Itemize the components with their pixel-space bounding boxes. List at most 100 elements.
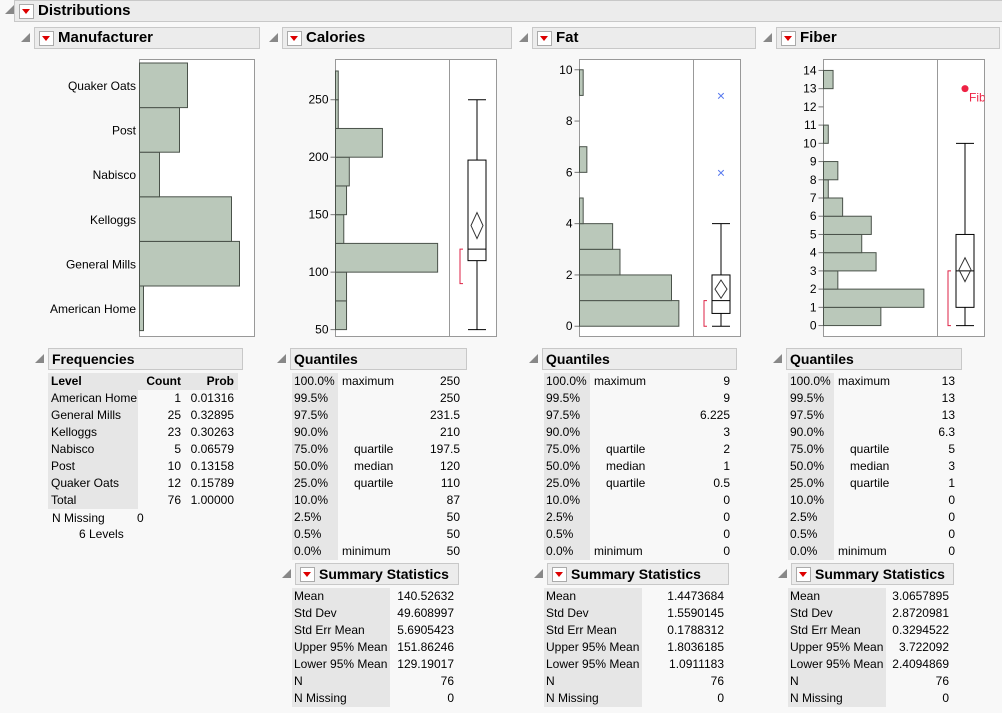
category-label: Nabisco — [93, 168, 137, 182]
table-row: 97.5% 231.5 — [292, 407, 464, 424]
quantile-value: 0 — [948, 510, 955, 524]
table-row: 90.0% 6.3 — [788, 424, 959, 441]
table-row: Quaker Oats 12 0.15789 — [48, 475, 238, 492]
fiber-quantiles-header-title: Quantiles — [790, 351, 854, 367]
bar-nabisco — [139, 151, 160, 198]
outlier-marker[interactable]: × — [717, 87, 725, 103]
quartile-box — [711, 274, 731, 314]
quantile-percent: 0.5% — [294, 527, 322, 541]
table-row: 0.5% 0 — [788, 526, 959, 543]
quantile-percent: 97.5% — [546, 408, 581, 422]
collapse-icon[interactable] — [778, 569, 787, 578]
table-row: Upper 95% Mean 1.8036185 — [544, 639, 728, 656]
table-row: 97.5% 13 — [788, 407, 959, 424]
collapse-icon[interactable] — [269, 33, 278, 42]
statistic-label: Std Dev — [294, 606, 337, 620]
quantile-value: 87 — [446, 493, 460, 507]
statistic-value: 0 — [942, 691, 949, 705]
bar-general-mills — [139, 240, 240, 287]
quantile-percent: 97.5% — [790, 408, 825, 422]
axis-tick-label: 7 — [810, 191, 817, 205]
calories-header-title: Calories — [306, 29, 366, 46]
quantile-value: 50 — [446, 510, 460, 524]
level-cell: Total — [51, 493, 77, 507]
fiber-summary-header: Summary Statistics — [791, 563, 954, 585]
quantile-percent: 25.0% — [294, 476, 329, 490]
quantile-value: 0 — [723, 527, 730, 541]
quantile-value: 13 — [941, 408, 955, 422]
table-row: 10.0% 0 — [788, 492, 959, 509]
histogram-bar — [823, 288, 925, 308]
axis-tick-label: 8 — [810, 173, 817, 187]
category-label: American Home — [50, 302, 136, 316]
quantile-value: 0 — [948, 527, 955, 541]
fat-summary-header: Summary Statistics — [547, 563, 729, 585]
collapse-icon[interactable] — [21, 33, 30, 42]
quantile-percent: 90.0% — [294, 425, 329, 439]
table-row: Nabisco 5 0.06579 — [48, 441, 238, 458]
quantile-percent: 99.5% — [546, 391, 581, 405]
histogram-bar — [579, 300, 680, 327]
quantile-label: maximum — [342, 374, 395, 388]
table-row: 25.0% quartile 1 — [788, 475, 959, 492]
histogram-bar — [579, 197, 584, 225]
collapse-icon[interactable] — [773, 354, 782, 363]
red-triangle-menu-icon[interactable] — [552, 567, 567, 582]
table-row: 75.0% quartile 197.5 — [292, 441, 464, 458]
table-row: N 76 — [292, 673, 458, 690]
collapse-icon[interactable] — [534, 569, 543, 578]
collapse-icon[interactable] — [282, 569, 291, 578]
quantile-percent: 0.0% — [546, 544, 574, 558]
quantile-label: median — [354, 459, 394, 473]
table-row: 0.0% minimum 50 — [292, 543, 464, 560]
statistic-label: Std Dev — [790, 606, 833, 620]
axis-tick-label: 50 — [315, 323, 329, 337]
table-row: Std Dev 2.8720981 — [788, 605, 953, 622]
collapse-icon[interactable] — [519, 33, 528, 42]
statistic-value: 2.8720981 — [892, 606, 949, 620]
red-triangle-menu-icon[interactable] — [287, 31, 302, 46]
collapse-icon[interactable] — [5, 5, 14, 14]
table-row: 0.0% minimum 0 — [544, 543, 734, 560]
table-row: Total 76 1.00000 — [48, 492, 238, 509]
column-header: Prob — [206, 374, 234, 388]
red-triangle-menu-icon[interactable] — [537, 31, 552, 46]
outlier-point[interactable] — [961, 85, 969, 93]
red-triangle-menu-icon[interactable] — [796, 567, 811, 582]
quantile-percent: 2.5% — [790, 510, 818, 524]
collapse-icon[interactable] — [277, 354, 286, 363]
statistic-label: Upper 95% Mean — [546, 640, 640, 654]
histogram-bar — [823, 161, 839, 181]
quantile-value: 3 — [948, 459, 955, 473]
bar-post — [139, 107, 180, 153]
quantile-percent: 100.0% — [294, 374, 335, 388]
red-triangle-menu-icon[interactable] — [300, 567, 315, 582]
outlier-marker[interactable]: × — [717, 164, 725, 180]
statistic-label: Std Dev — [546, 606, 589, 620]
axis-tick-label: 14 — [803, 63, 817, 77]
red-triangle-menu-icon[interactable] — [781, 31, 796, 46]
axis-tick-label: 5 — [810, 227, 817, 241]
calories-quantiles-header: Quantiles — [290, 348, 467, 370]
histogram-bar — [579, 69, 584, 96]
fat-header-title: Fat — [556, 29, 579, 46]
collapse-icon[interactable] — [763, 33, 772, 42]
prob-cell: 0.30263 — [190, 425, 234, 439]
calories-header: Calories — [282, 27, 512, 49]
table-row: Std Err Mean 0.1788312 — [544, 622, 728, 639]
quantile-value: 3 — [723, 425, 730, 439]
statistic-label: Mean — [790, 589, 821, 603]
collapse-icon[interactable] — [529, 354, 538, 363]
table-row: 75.0% quartile 2 — [544, 441, 734, 458]
quantile-percent: 50.0% — [546, 459, 581, 473]
red-triangle-menu-icon[interactable] — [19, 4, 34, 19]
prob-cell: 0.13158 — [190, 459, 234, 473]
red-triangle-menu-icon[interactable] — [39, 31, 54, 46]
table-row: 97.5% 6.225 — [544, 407, 734, 424]
statistic-label: Mean — [294, 589, 325, 603]
table-row: 50.0% median 1 — [544, 458, 734, 475]
axis-tick-label: 0 — [810, 319, 817, 333]
axis-tick-label: 3 — [810, 264, 817, 278]
collapse-icon[interactable] — [35, 354, 44, 363]
quantile-percent: 10.0% — [294, 493, 329, 507]
